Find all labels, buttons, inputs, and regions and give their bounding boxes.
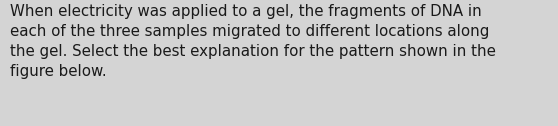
Text: When electricity was applied to a gel, the fragments of DNA in
each of the three: When electricity was applied to a gel, t… [10,4,496,79]
